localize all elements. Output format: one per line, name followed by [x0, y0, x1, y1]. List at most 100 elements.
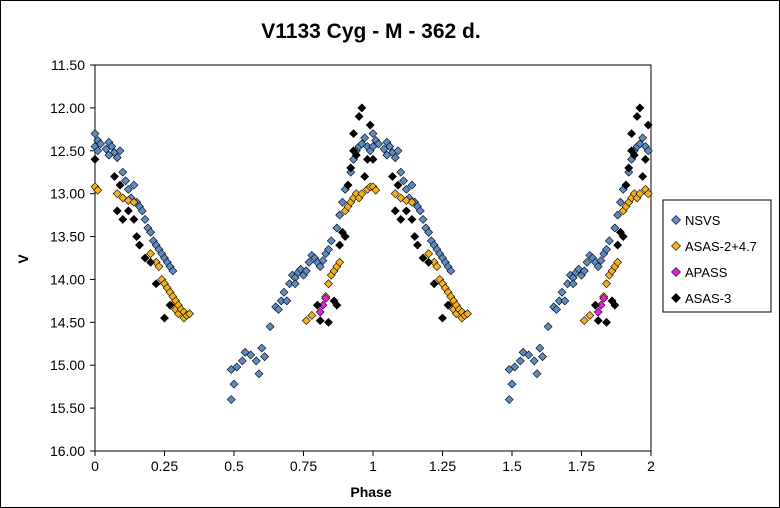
data-point [629, 150, 639, 160]
data-point [304, 257, 314, 267]
data-point [315, 307, 325, 317]
data-point [129, 214, 139, 224]
data-point [643, 120, 653, 130]
y-axis-title: V [15, 254, 31, 264]
data-point [393, 146, 403, 156]
data-point [643, 189, 653, 199]
data-point [229, 379, 239, 389]
data-point [112, 189, 122, 199]
data-point [354, 112, 364, 121]
x-tick-label: 1 [369, 458, 377, 474]
x-axis: 0 0.25 0.5 0.75 1 1.25 1.5 1.75 2 [91, 451, 655, 474]
data-point [579, 266, 589, 276]
data-point [324, 317, 333, 327]
data-point [401, 184, 411, 194]
series-asas-2-4-7 [90, 182, 653, 326]
y-tick-label: 14.50 [50, 314, 85, 330]
data-point [632, 112, 642, 121]
data-point [385, 142, 395, 151]
data-point [596, 256, 606, 265]
data-point [635, 103, 645, 113]
data-point [599, 293, 609, 303]
data-point [610, 300, 620, 310]
data-point [121, 176, 131, 186]
data-point [237, 356, 247, 366]
data-point [340, 232, 350, 241]
y-tick-label: 16.00 [50, 443, 85, 459]
data-point [165, 300, 175, 310]
data-point [343, 180, 353, 190]
data-point [226, 395, 236, 404]
data-point [335, 257, 345, 267]
data-point [324, 244, 333, 254]
data-point [410, 232, 420, 241]
data-point [627, 129, 636, 139]
data-point [123, 206, 133, 216]
data-point [635, 189, 645, 199]
data-point [590, 300, 600, 310]
data-point [371, 185, 381, 195]
chart-title: V1133 Cyg - M - 362 d. [261, 20, 480, 43]
x-tick-label: 0.75 [290, 458, 317, 474]
data-point [260, 352, 270, 362]
data-point [357, 189, 367, 199]
data-point [360, 172, 370, 181]
data-point [301, 316, 311, 326]
data-point [335, 210, 345, 220]
data-point [129, 180, 139, 190]
data-point [418, 214, 428, 224]
data-point [129, 197, 139, 207]
legend-label: APASS [685, 265, 728, 280]
data-point [357, 103, 367, 113]
data-point [368, 154, 378, 164]
data-point [123, 184, 133, 194]
y-tick-label: 12.50 [50, 143, 85, 159]
data-point [390, 189, 400, 199]
data-point [638, 133, 648, 143]
data-point [349, 129, 358, 139]
data-point [543, 322, 553, 332]
data-point [621, 180, 631, 190]
legend-marker [671, 215, 681, 225]
data-point [374, 139, 383, 149]
data-point [593, 262, 603, 272]
data-point [582, 257, 592, 267]
data-point [613, 240, 623, 250]
data-point [326, 236, 336, 246]
data-point [538, 352, 548, 362]
data-point [160, 313, 169, 323]
data-point [251, 356, 261, 366]
data-points [90, 103, 653, 404]
data-point [529, 356, 539, 366]
x-axis-title: Phase [350, 484, 391, 500]
data-point [535, 343, 545, 353]
legend-label: ASAS-3 [685, 291, 731, 306]
data-point [351, 150, 361, 160]
data-point [96, 139, 105, 149]
data-point [610, 223, 620, 233]
y-tick-label: 11.50 [51, 57, 85, 73]
x-tick-label: 1.75 [568, 458, 595, 474]
data-point [396, 214, 406, 224]
data-point [110, 172, 119, 181]
data-point [510, 362, 520, 372]
data-point [257, 343, 267, 353]
data-point [140, 253, 150, 263]
y-tick-label: 12.00 [50, 100, 85, 116]
data-point [407, 180, 417, 190]
data-point [424, 227, 434, 237]
data-point [604, 236, 614, 246]
data-point [424, 249, 434, 259]
data-point [312, 300, 322, 310]
data-point [140, 214, 150, 224]
data-point [318, 256, 328, 265]
plot-area [94, 64, 652, 452]
data-point [112, 153, 122, 163]
x-tick-label: 2 [647, 458, 655, 474]
data-point [424, 257, 434, 267]
legend-label: NSVS [685, 213, 721, 228]
data-point [90, 129, 100, 139]
data-point [560, 296, 570, 306]
data-point [585, 311, 595, 320]
